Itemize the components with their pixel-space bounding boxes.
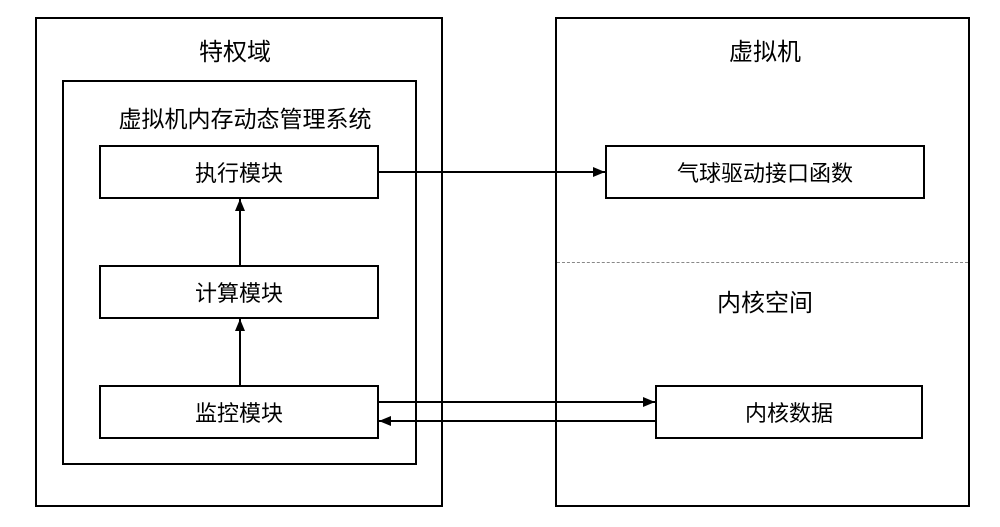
system-title-text: 虚拟机内存动态管理系统 <box>119 106 372 132</box>
vm-title-text: 虚拟机 <box>729 39 801 66</box>
vm-title: 虚拟机 <box>705 32 825 67</box>
monitor-module-label: 监控模块 <box>195 396 283 428</box>
privileged-domain-title-text: 特权域 <box>199 39 271 66</box>
kernel-data-label: 内核数据 <box>745 396 833 428</box>
kernel-space-title-text: 内核空间 <box>717 290 813 317</box>
kernel-data-box: 内核数据 <box>655 385 923 439</box>
balloon-driver-box: 气球驱动接口函数 <box>605 145 925 199</box>
kernel-space-title: 内核空间 <box>690 283 840 318</box>
kernel-space-divider <box>557 262 968 263</box>
privileged-domain-title: 特权域 <box>135 32 335 67</box>
calc-module-box: 计算模块 <box>99 265 379 319</box>
system-title: 虚拟机内存动态管理系统 <box>95 100 395 134</box>
balloon-driver-label: 气球驱动接口函数 <box>677 156 853 188</box>
exec-module-box: 执行模块 <box>99 145 379 199</box>
monitor-module-box: 监控模块 <box>99 385 379 439</box>
exec-module-label: 执行模块 <box>195 156 283 188</box>
calc-module-label: 计算模块 <box>195 276 283 308</box>
